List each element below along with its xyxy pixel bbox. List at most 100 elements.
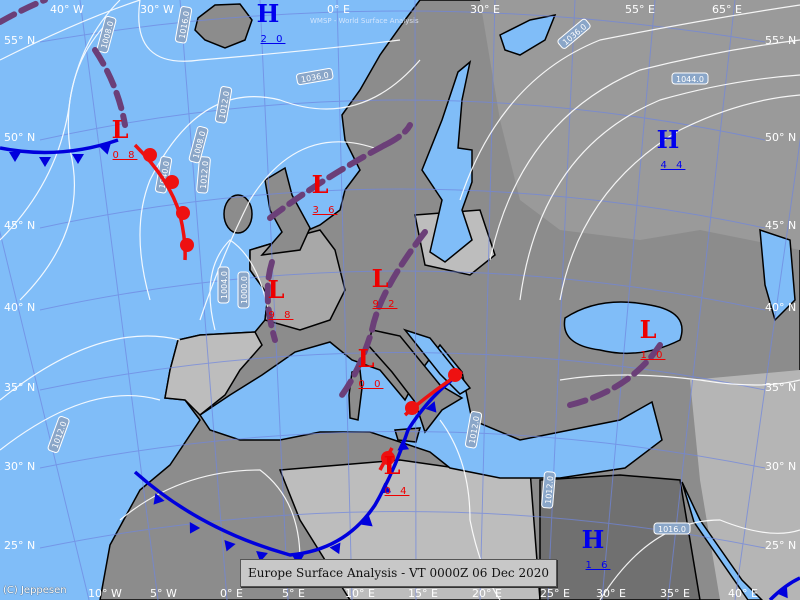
low-pressure-center: L 3 6 (312, 170, 335, 216)
pressure-center-value: 9 8 (269, 310, 294, 321)
high-pressure-center: H 2 0 (257, 0, 286, 45)
warm-front-semicircle (180, 238, 194, 252)
latitude-label-right: 30° N (765, 460, 796, 473)
black-sea (563, 301, 683, 355)
coordinate-labels: 40° W 30° W 0° E 30° E 55° E 65° E 10° W 5° W 0°… (4, 3, 796, 600)
white-sea (499, 13, 557, 56)
isobar (0, 0, 141, 61)
watermark: WMSP - World Surface Analysis (310, 17, 419, 25)
pressure-centers: H 2 0 L 0 8 L 3 6 L 9 8 L 9 2 L 0 0 L 0 4 L 1 0 H 4 4 H 1 6 (112, 0, 686, 571)
latitude-label-left: 55° N (4, 34, 35, 47)
pressure-center-value: 1 6 (586, 560, 611, 571)
latitude-label-right: 50° N (765, 131, 796, 144)
caspian-sea (759, 228, 796, 322)
cold-front-triangle (329, 542, 341, 555)
latitude-label-left: 45° N (4, 219, 35, 232)
meridian (414, 0, 417, 600)
isobar-label-box (541, 471, 556, 509)
isobar-label: 1036.0 (296, 67, 334, 86)
latitude-label-left: 40° N (4, 301, 35, 314)
longitude-label-bottom: 5° W (150, 587, 177, 600)
isobar (209, 239, 271, 331)
cold-front-triangle (9, 152, 21, 162)
isobar-label-box (214, 86, 233, 124)
longitude-label-top: 55° E (625, 3, 655, 16)
parallel-35n (39, 352, 766, 391)
cold-front-triangle (256, 550, 268, 562)
isobar-label-box (217, 266, 230, 304)
isobar-label-box (188, 125, 209, 164)
occluded-front (264, 259, 278, 343)
meridian (667, 0, 736, 600)
warm-front-semicircle (143, 148, 157, 162)
pressure-center-value: 1 0 (641, 350, 666, 361)
italy (367, 329, 464, 434)
map-title: Europe Surface Analysis - VT 0000Z 06 De… (247, 566, 550, 580)
longitude-label-bottom: 40° E (728, 587, 758, 600)
meridian (479, 0, 496, 600)
longitude-label-bottom: 35° E (660, 587, 690, 600)
cold-front (768, 576, 800, 600)
longitude-label-bottom: 20° E (472, 587, 502, 600)
latitude-label-right: 35° N (765, 381, 796, 394)
pressure-center-value: 0 4 (385, 486, 410, 497)
high-pressure-center: H 1 6 (582, 525, 611, 571)
cold-front (0, 138, 119, 155)
isobar-value: 1012.0 (199, 161, 210, 190)
latitude-label-left: 25° N (4, 539, 35, 552)
cold-front-triangle (397, 439, 410, 451)
isobar-label: 1000.0 (237, 271, 250, 309)
meridian (336, 0, 353, 600)
pressure-center-letter: H (257, 0, 280, 28)
high-pressure-center: H 4 4 (657, 125, 686, 171)
isobar-value: 1004.0 (220, 271, 229, 299)
occluded-front (0, 0, 48, 25)
parallel-45n (39, 188, 766, 229)
isobar-label-box (96, 15, 117, 54)
isobar-label: 1016.0 (174, 6, 193, 44)
land-iceland (194, 3, 253, 49)
isobar-label: 1012.0 (464, 411, 483, 449)
isobar (0, 335, 181, 401)
pressure-center-letter: H (657, 125, 680, 154)
isobar-label: 1004.0 (217, 266, 230, 304)
cold-front-triangle (379, 482, 392, 494)
land-egypt (539, 474, 701, 600)
land-middle-east (690, 370, 800, 600)
isobar (0, 394, 161, 451)
cold-front (133, 370, 464, 557)
warm-front-semicircles (143, 148, 462, 465)
isobar-label: 1012.0 (541, 471, 556, 509)
land-ireland (223, 194, 253, 234)
pressure-center-letter: L (312, 170, 329, 199)
warm-front-semicircle (176, 206, 190, 220)
parallel-30n (39, 431, 766, 469)
isobar-label: 1044.0 (671, 72, 709, 85)
pressure-center-value: 2 0 (261, 34, 286, 45)
longitude-label-bottom: 5° E (282, 587, 305, 600)
warm-front-semicircle (165, 175, 179, 189)
pressure-center-value: 0 8 (113, 150, 138, 161)
meridian (179, 0, 228, 600)
low-pressure-center: L 1 0 (640, 315, 666, 361)
isobar-value: 1000.0 (240, 276, 249, 304)
copyright-label: (C) Jeppesen (3, 585, 67, 596)
isobar-label: 1012.0 (196, 156, 211, 194)
parallel-40n (39, 270, 766, 311)
warm-front-semicircle (381, 451, 395, 465)
pressure-center-value: 4 4 (661, 160, 686, 171)
isobar-label: 1016.0 (653, 522, 691, 535)
land-iberia (164, 331, 263, 417)
isobar (138, 0, 401, 62)
pressure-center-letter: L (358, 344, 375, 373)
isobar-label-box (653, 522, 691, 535)
isobar-label-box (557, 18, 591, 49)
cold-front-triangle (153, 493, 165, 505)
cold-front-triangle (99, 143, 111, 155)
isobar (559, 374, 800, 386)
isobar-label-box (237, 271, 250, 309)
isobar-label-box (671, 72, 709, 85)
